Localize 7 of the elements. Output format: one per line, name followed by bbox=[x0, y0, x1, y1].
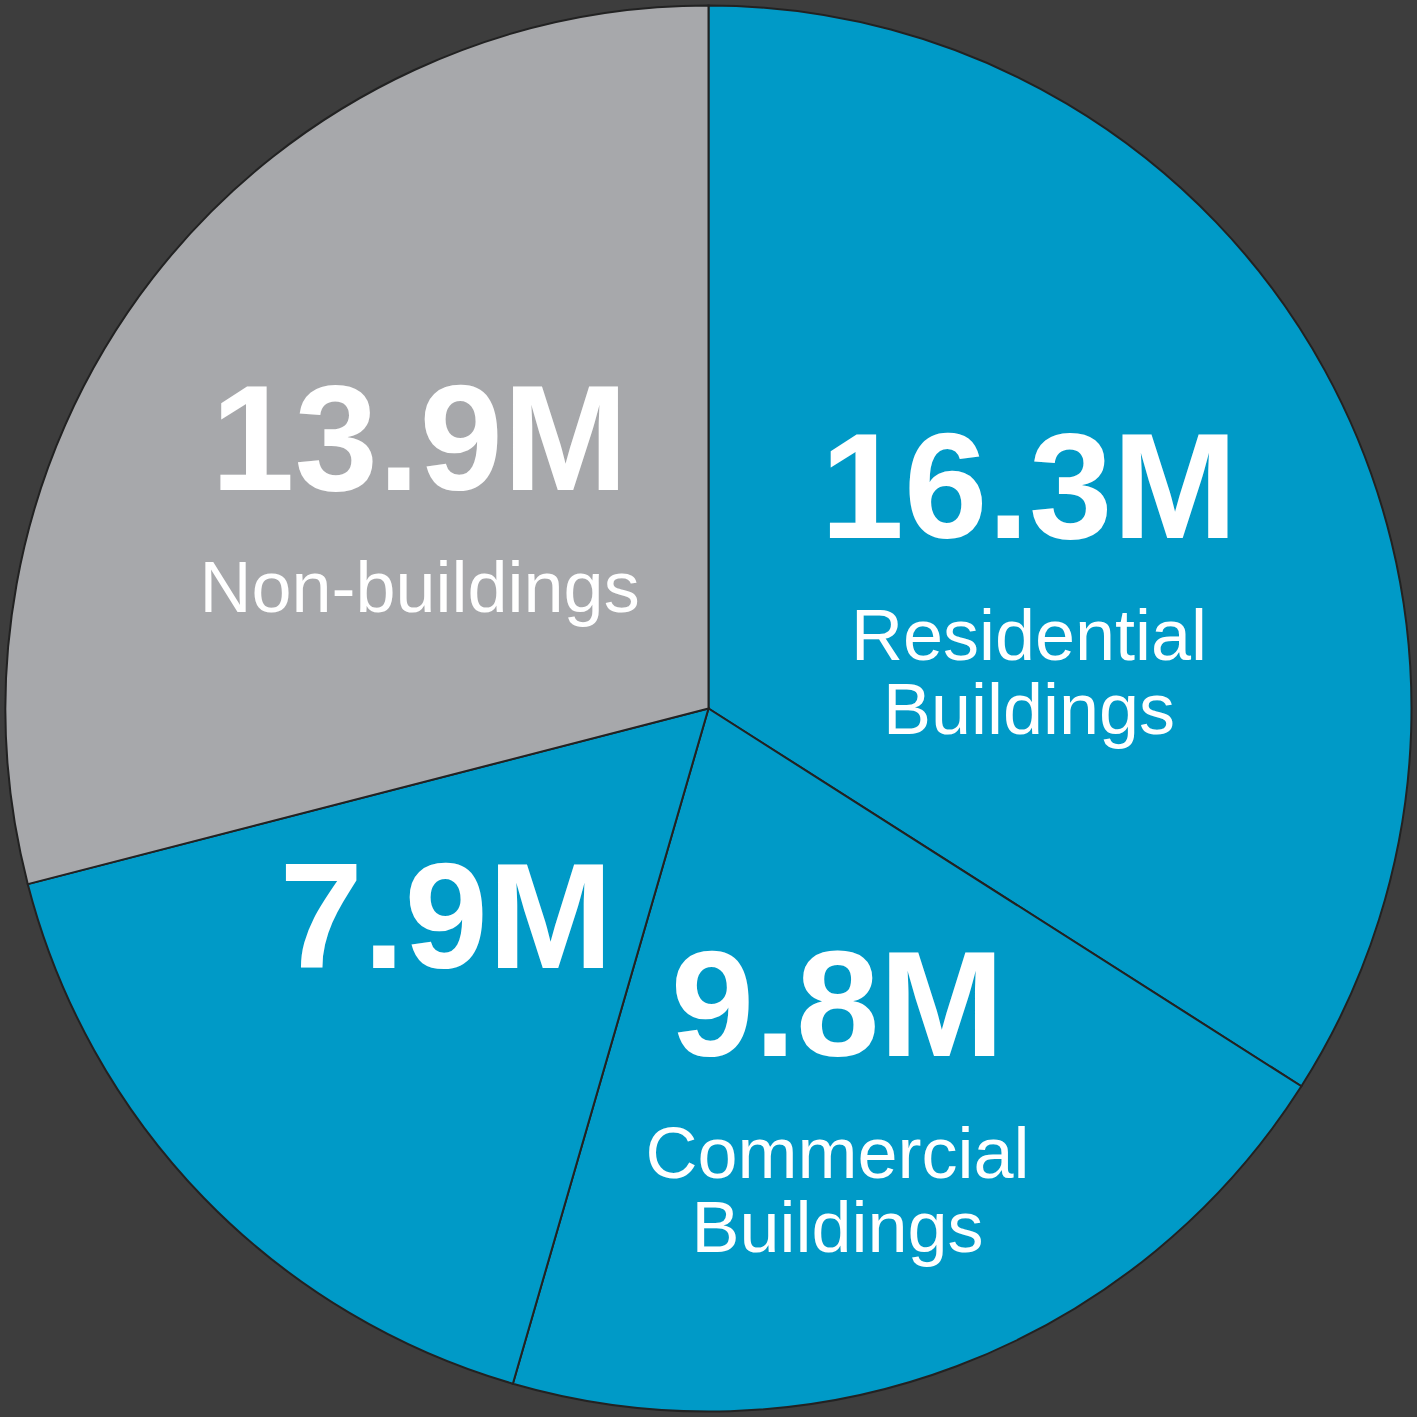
data-label: 16.3M bbox=[820, 401, 1238, 570]
slice-label: Residential Buildings bbox=[850, 594, 1208, 749]
data-label: 9.8M bbox=[670, 919, 1005, 1088]
data-label: 7.9M bbox=[279, 832, 613, 1001]
data-label: 13.9M bbox=[211, 353, 628, 522]
slice-label: Non-buildings bbox=[199, 546, 640, 627]
slice-label: Commercial Buildings bbox=[645, 1112, 1030, 1267]
